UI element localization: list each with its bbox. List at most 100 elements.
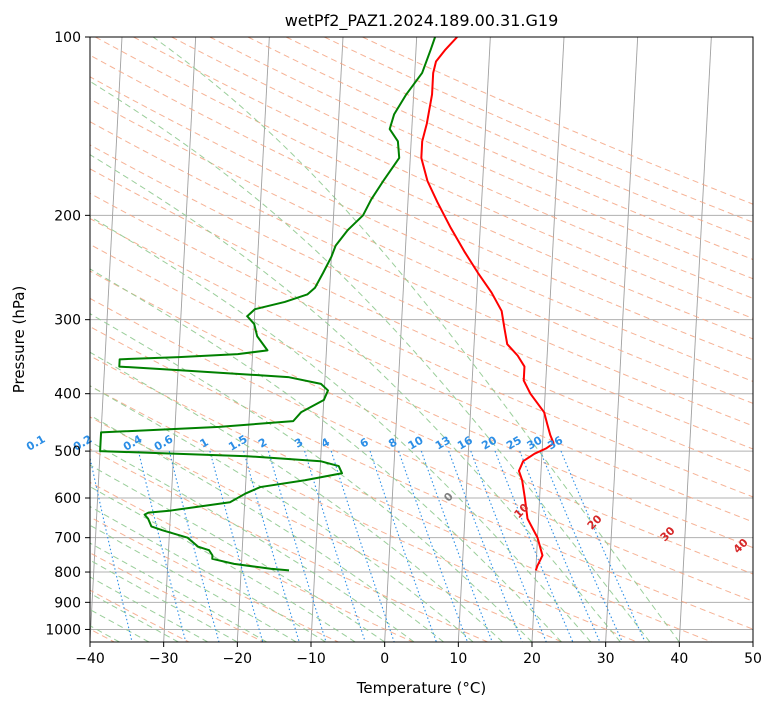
mixing-ratio-label: 13 (433, 434, 453, 453)
mixing-ratio-line (137, 450, 187, 642)
moist-adiabat-line (90, 215, 592, 642)
x-tick-label: −10 (296, 651, 326, 667)
plot-frame (89, 36, 754, 643)
y-tick-label: 300 (54, 313, 81, 329)
dry-adiabat-line (362, 37, 753, 205)
moist-adiabat-line (90, 524, 297, 642)
dry-adiabat-line (90, 270, 753, 575)
mixing-ratio-label: 16 (455, 433, 475, 452)
isotherm-gridline (310, 37, 344, 642)
moist-adiabat-line (90, 351, 503, 642)
isotherm-gridline (605, 37, 639, 642)
mixing-ratio-line (90, 455, 133, 642)
moist-adiabat-line (90, 486, 356, 642)
x-axis-title: Temperature (°C) (356, 679, 486, 697)
dry-adiabat-line (90, 192, 753, 498)
x-tick-label: −30 (149, 651, 179, 667)
x-tick-label: 10 (449, 651, 467, 667)
temperature-profile-line (420, 37, 555, 571)
mixing-ratio-line (398, 450, 469, 642)
background-lines (90, 37, 753, 642)
moist-adiabat-line (90, 505, 326, 642)
y-tick-label: 200 (54, 208, 81, 224)
y-axis-title: Pressure (hPa) (10, 286, 28, 394)
mixing-ratio-line (519, 450, 601, 642)
moist-adiabat-line (90, 268, 562, 642)
y-tick-label: 800 (54, 565, 81, 581)
mixing-ratio-label: 1.5 (226, 433, 249, 454)
mixing-ratio-label: 36 (545, 433, 565, 452)
moist-adiabat-line (152, 37, 680, 642)
x-tick-label: 40 (670, 651, 688, 667)
mixing-ratio-line (243, 450, 300, 642)
mixing-ratio-line (369, 450, 437, 642)
x-tick-label: 20 (523, 651, 541, 667)
moist-adiabat-line (90, 542, 268, 642)
mixing-ratio-label: 25 (504, 434, 524, 453)
y-tick-label: 700 (54, 531, 81, 547)
x-axis: −40 −30 −20 −10 0 10 20 30 40 50 (75, 642, 762, 667)
y-tick-label: 1000 (45, 622, 81, 638)
dry-adiabat-line (90, 217, 753, 523)
mixing-ratio-label: 0.1 (24, 433, 47, 454)
dry-adiabat-line (90, 98, 753, 404)
x-tick-label: 30 (597, 651, 615, 667)
chart-title: wetPf2_PAZ1.2024.189.00.31.G19 (285, 11, 559, 31)
isotherm-gridline (678, 37, 712, 642)
dry-adiabat-line (90, 54, 753, 361)
dry-adiabat-line (90, 416, 563, 642)
dry-adiabat-line (90, 168, 753, 474)
dry-adiabat-line (247, 37, 753, 261)
dry-adiabat-line (133, 37, 753, 319)
isotherm-gridline (384, 37, 418, 642)
y-tick-label: 600 (54, 491, 81, 507)
dry-adiabat-line (209, 37, 753, 280)
moist-adiabat-line (90, 385, 474, 642)
dry-adiabat-line (90, 297, 753, 602)
isotherm-gridline (457, 37, 491, 642)
mixing-ratio-line (209, 450, 264, 642)
mixing-ratio-label: 1 (198, 436, 211, 451)
mixing-ratio-label: 6 (358, 435, 371, 450)
data-lines (99, 37, 555, 572)
y-tick-label: 400 (54, 387, 81, 403)
moist-adiabat-label: 30 (658, 524, 678, 544)
moist-adiabat-label: 0 (441, 490, 456, 505)
moist-adiabat-line (90, 576, 209, 642)
y-tick-label: 100 (54, 30, 81, 46)
moist-adiabat-label: 40 (731, 536, 751, 556)
mixing-ratio-line (539, 450, 623, 642)
dry-adiabat-line (90, 448, 488, 642)
dry-adiabat-line (90, 385, 638, 642)
dry-adiabat-line (90, 481, 414, 642)
dry-adiabat-line (90, 76, 753, 382)
mixing-ratio-line (330, 450, 395, 642)
dry-adiabat-line (90, 121, 753, 427)
y-axis: 100 200 300 400 500 600 700 800 900 1000 (45, 30, 90, 638)
y-tick-label: 500 (54, 444, 81, 460)
mixing-ratio-label: 2 (256, 436, 269, 451)
x-tick-label: −40 (75, 651, 105, 667)
moist-adiabat-line (90, 154, 621, 642)
isotherm-gridline (163, 37, 197, 642)
y-tick-label: 900 (54, 595, 81, 611)
mixing-ratio-line (168, 450, 220, 642)
isotherm-gridline (531, 37, 565, 642)
isotherm-gridline (90, 37, 123, 642)
moist-adiabat-line (90, 80, 651, 642)
dewpoint-profile-line (99, 37, 437, 572)
x-tick-label: 50 (744, 651, 762, 667)
moist-adiabat-line (90, 559, 238, 642)
x-tick-label: −20 (223, 651, 253, 667)
dry-adiabat-line (90, 243, 753, 549)
dry-adiabat-line (90, 355, 712, 642)
isotherm-gridline (752, 633, 753, 642)
mixing-ratio-line (267, 450, 327, 642)
dry-adiabat-line (90, 144, 753, 450)
dry-adiabat-line (90, 326, 753, 630)
mixing-ratio-line (304, 450, 366, 642)
mixing-ratio-line (560, 450, 646, 642)
dry-adiabat-line (90, 552, 264, 642)
mixing-ratio-label: 0.6 (152, 432, 176, 453)
